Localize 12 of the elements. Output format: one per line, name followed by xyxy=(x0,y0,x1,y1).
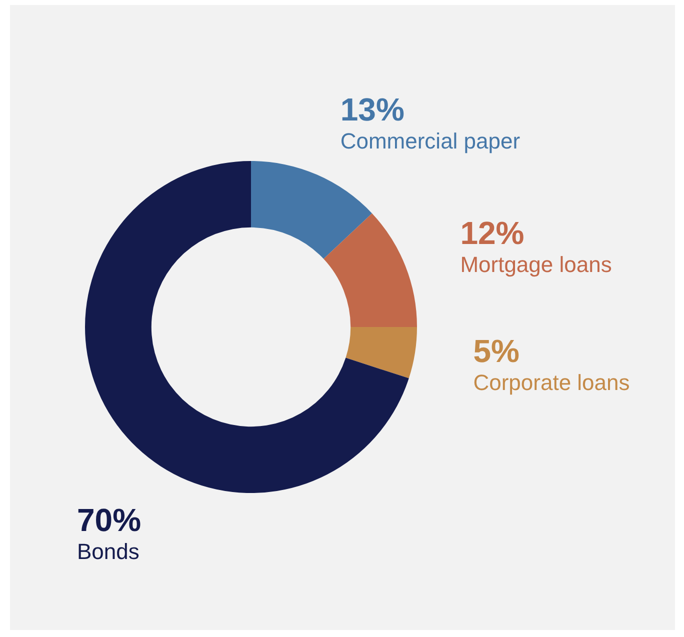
slice-label: Bonds xyxy=(77,539,140,564)
slice-label: Mortgage loans xyxy=(460,252,612,278)
data-label: 5% xyxy=(473,333,520,370)
slice-label: Commercial paper xyxy=(340,128,520,154)
slice-label: Corporate loans xyxy=(473,370,630,396)
data-label: 13% xyxy=(340,92,404,128)
donut-slice xyxy=(324,213,417,327)
data-label: 12% xyxy=(460,215,524,252)
donut-slice xyxy=(346,327,417,378)
donut-slice xyxy=(85,161,409,493)
donut-slice xyxy=(251,161,372,259)
data-label: 70% xyxy=(77,502,142,538)
